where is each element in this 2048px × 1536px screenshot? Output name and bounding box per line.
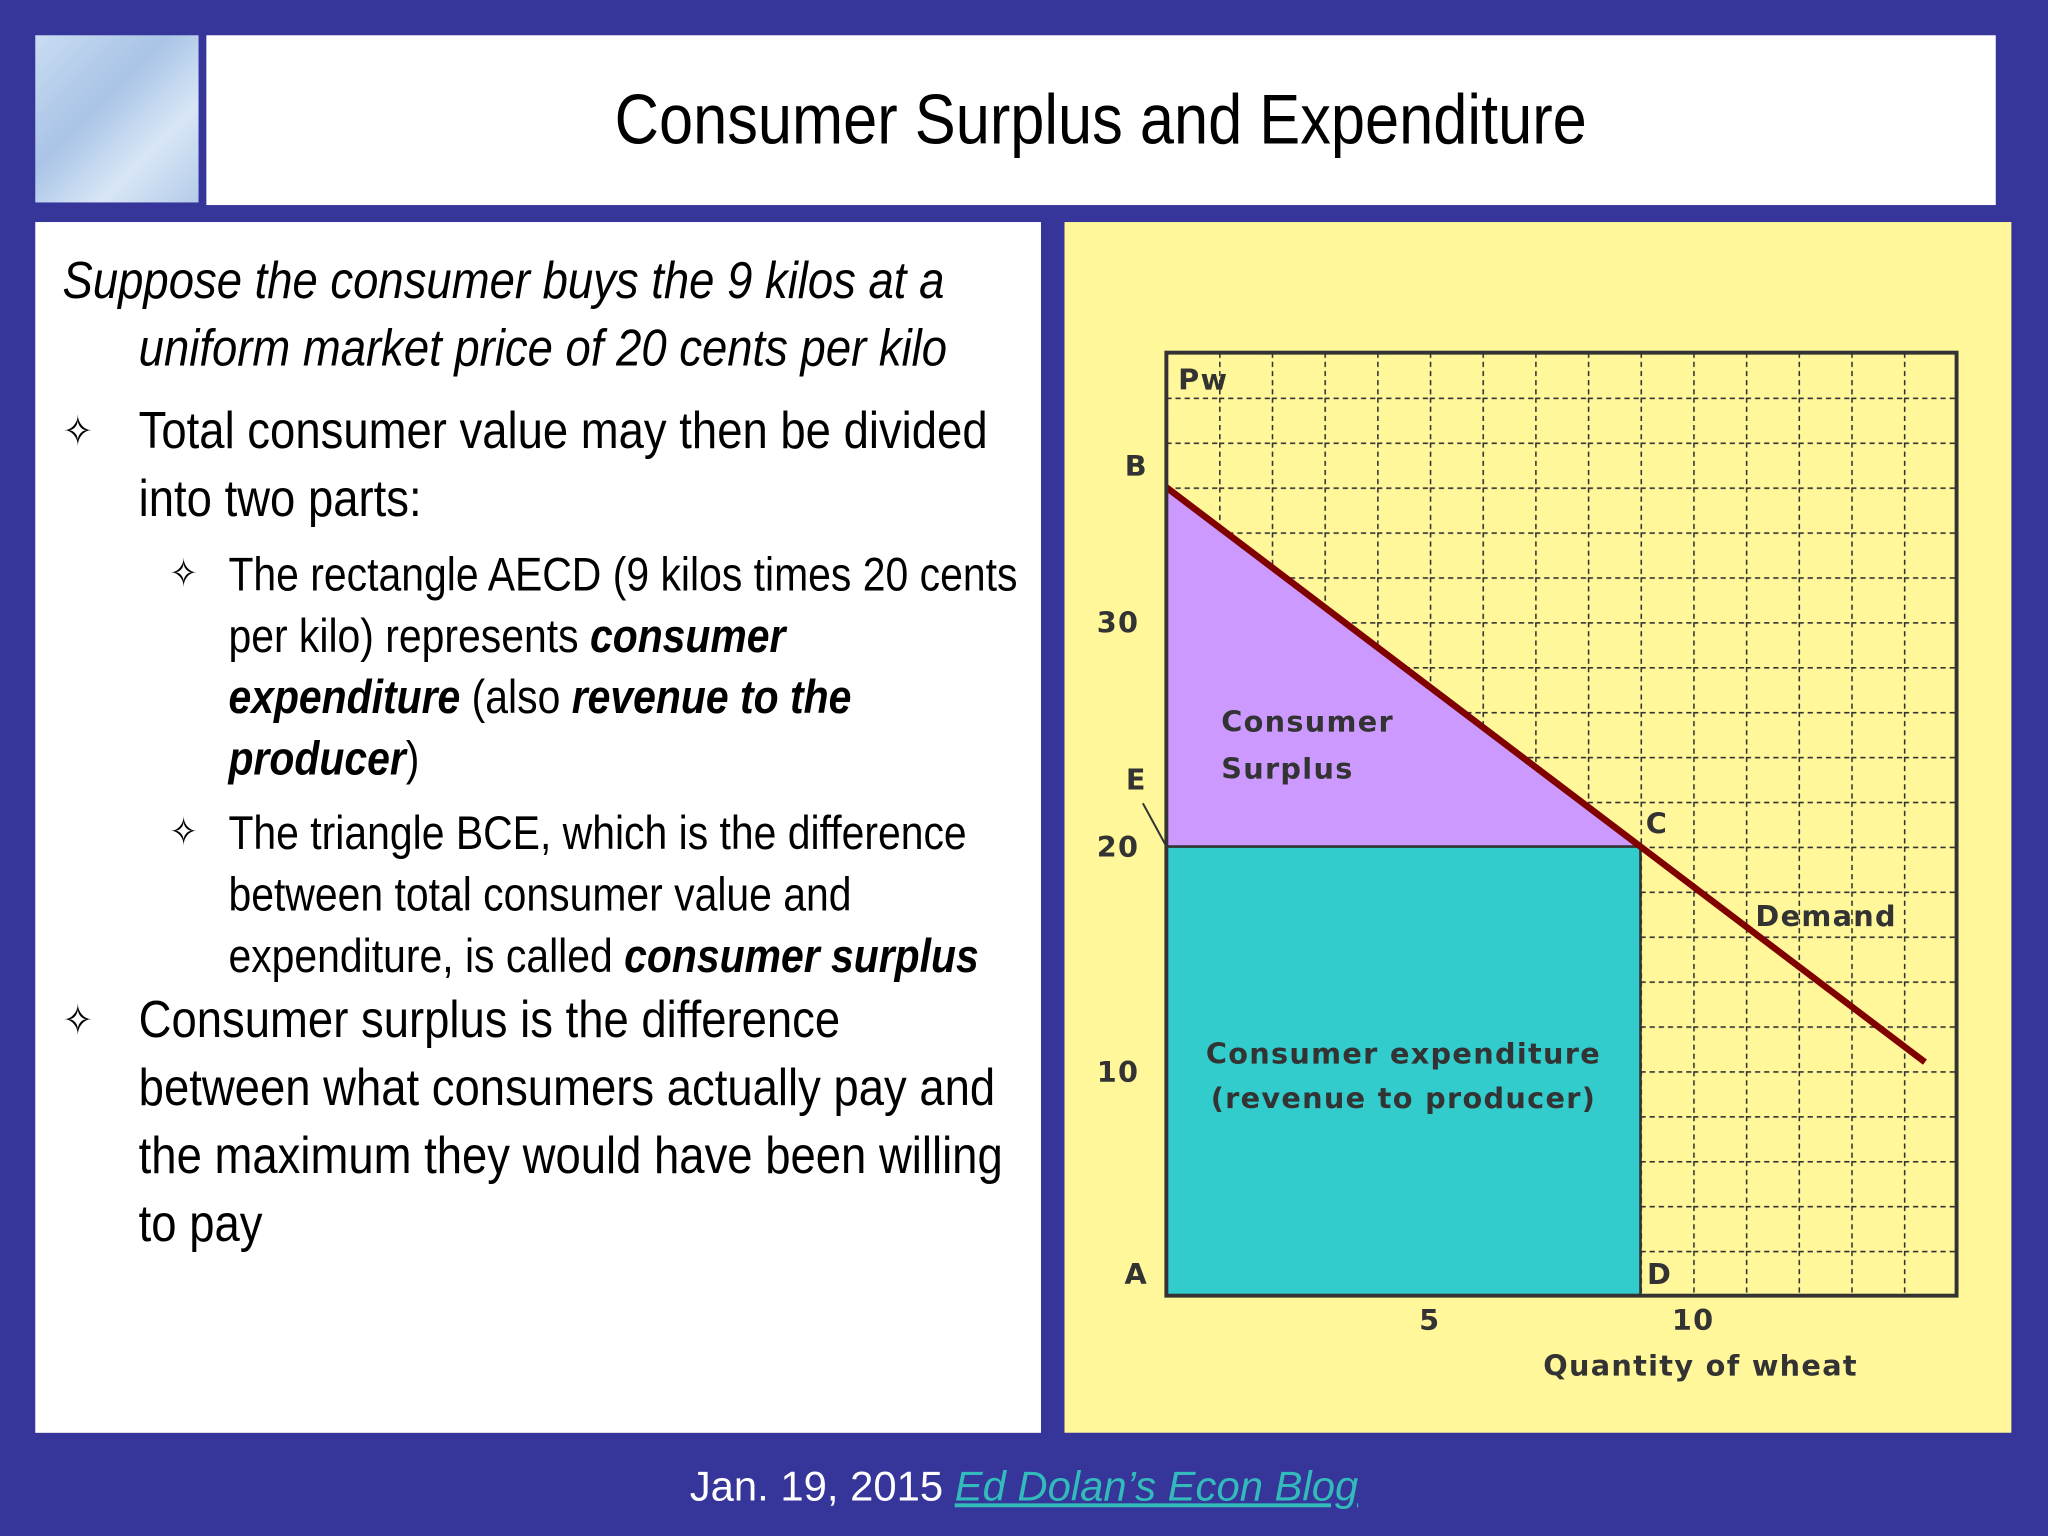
demand-label: Demand bbox=[1755, 899, 1896, 933]
x-tick-label: 5 bbox=[1419, 1303, 1440, 1337]
text-run: The rectangle AECD (9 kilos times 20 cen… bbox=[228, 547, 1018, 663]
expenditure-label: Consumer expenditure bbox=[1206, 1036, 1601, 1070]
point-label: E bbox=[1126, 762, 1147, 796]
y-tick-label: 10 bbox=[1097, 1055, 1140, 1089]
footer-date: Jan. 19, 2015 bbox=[689, 1462, 944, 1510]
plot-frame bbox=[1164, 350, 1959, 1298]
expenditure-label: (revenue to producer) bbox=[1211, 1081, 1596, 1115]
text-panel: Suppose the consumer buys the 9 kilos at… bbox=[35, 222, 1041, 1433]
text-run: The triangle BCE, which is the differenc… bbox=[228, 805, 967, 983]
y-axis-title: Pw bbox=[1178, 362, 1228, 396]
bold-term: revenue to the producer bbox=[228, 670, 852, 785]
point-label: A bbox=[1125, 1257, 1149, 1291]
bold-term: consumer expenditure bbox=[228, 608, 786, 724]
chart-panel: 10 20 30 5 10 Quantity of wheat Pw Demand Consum… bbox=[1064, 222, 2012, 1433]
footer: Jan. 19, 2015 Ed Dolan’s Econ Blog bbox=[0, 1463, 2048, 1511]
point-label: B bbox=[1125, 449, 1148, 483]
bold-term: consumer surplus bbox=[624, 928, 979, 983]
slide-title: Consumer Surplus and Expenditure bbox=[614, 80, 1588, 160]
surplus-label: Consumer bbox=[1221, 705, 1394, 739]
intro-text: Suppose the consumer buys the 9 kilos at… bbox=[62, 252, 948, 378]
demand-curve bbox=[1164, 484, 1927, 1065]
text-run: (also bbox=[460, 670, 572, 724]
y-tick-label: 30 bbox=[1097, 606, 1140, 640]
logo bbox=[35, 35, 199, 203]
sub-bullet: The rectangle AECD (9 kilos times 20 cen… bbox=[35, 543, 1041, 789]
bullet: Total consumer value may then be divided… bbox=[35, 397, 1041, 533]
y-tick-label: 20 bbox=[1097, 830, 1140, 864]
point-label: C bbox=[1646, 807, 1668, 841]
x-axis-title: Quantity of wheat bbox=[1543, 1349, 1858, 1383]
text-run: ) bbox=[405, 731, 420, 785]
x-tick-label: 10 bbox=[1672, 1303, 1715, 1337]
text-body: Suppose the consumer buys the 9 kilos at… bbox=[35, 222, 1041, 1258]
consumer-expenditure-area bbox=[1166, 846, 1641, 1296]
point-label: D bbox=[1647, 1257, 1672, 1291]
chart: 10 20 30 5 10 Quantity of wheat Pw Demand Consum… bbox=[1064, 222, 2012, 1433]
leader-line bbox=[1141, 802, 1168, 847]
title-bar: Consumer Surplus and Expenditure bbox=[206, 35, 1996, 206]
sub-bullet: The triangle BCE, which is the differenc… bbox=[35, 802, 1041, 986]
blog-link[interactable]: Ed Dolan’s Econ Blog bbox=[954, 1462, 1359, 1510]
surplus-label: Surplus bbox=[1221, 752, 1353, 786]
bullet: Consumer surplus is the difference betwe… bbox=[35, 986, 1041, 1258]
